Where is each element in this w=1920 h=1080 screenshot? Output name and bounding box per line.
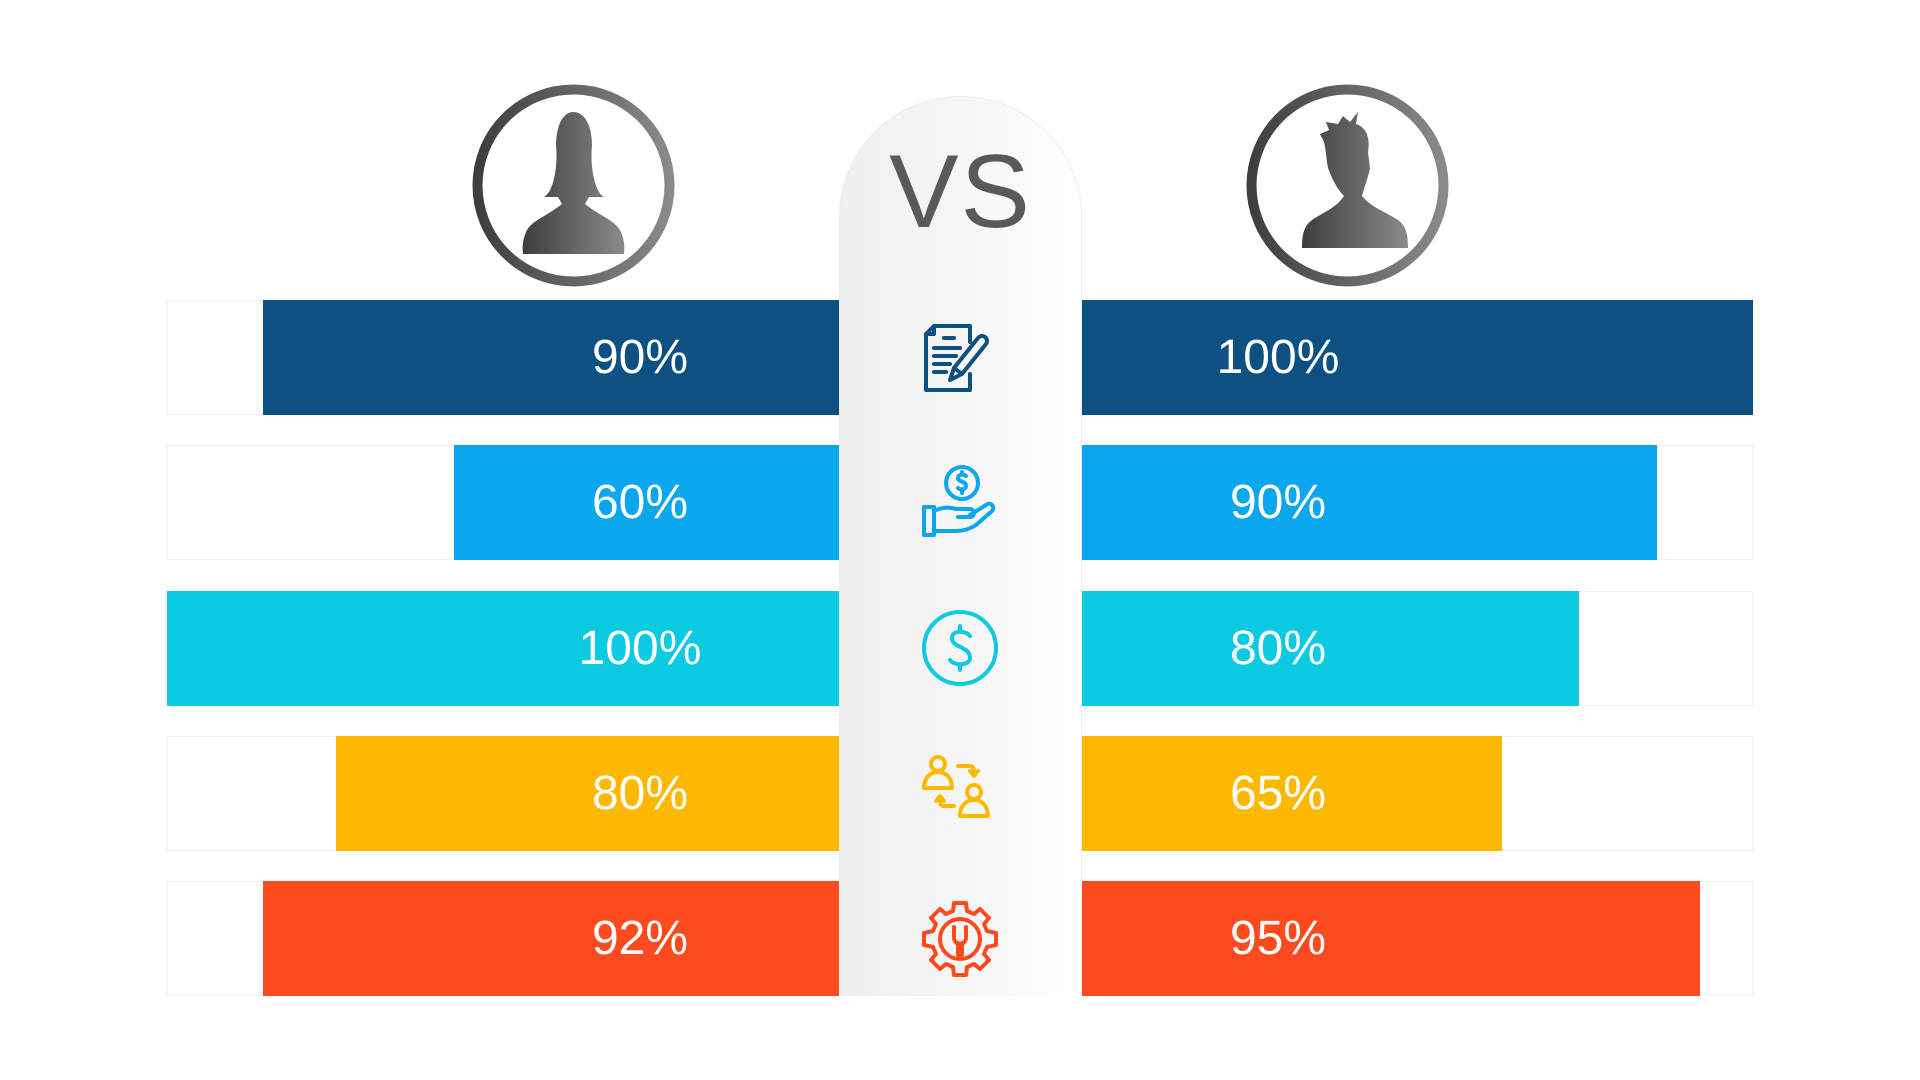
left-bar-row-5 — [263, 881, 839, 996]
female-avatar-icon — [472, 84, 675, 287]
right-value-row-4: 65% — [1229, 767, 1327, 820]
vs-column — [839, 96, 1082, 996]
left-bar-row-4 — [336, 736, 839, 851]
hand-coin-icon — [920, 463, 1000, 543]
right-bar-row-1 — [1082, 300, 1753, 415]
right-value-row-3: 80% — [1229, 622, 1327, 675]
left-value-row-3: 100% — [578, 622, 702, 675]
left-value-row-5: 92% — [591, 912, 689, 965]
vs-label: VS — [889, 134, 1032, 250]
gear-wrench-icon — [920, 899, 1000, 979]
dollar-circle-icon — [920, 608, 1000, 688]
left-bar-row-3 — [167, 591, 839, 706]
right-bar-row-4 — [1082, 736, 1502, 851]
right-bar-row-3 — [1082, 591, 1579, 706]
right-bar-row-5 — [1082, 881, 1700, 996]
left-value-row-4: 80% — [591, 767, 689, 820]
left-value-row-1: 90% — [591, 331, 689, 384]
right-bar-row-2 — [1082, 445, 1657, 560]
right-value-row-1: 100% — [1216, 331, 1340, 384]
people-exchange-icon — [920, 754, 1000, 834]
right-value-row-2: 90% — [1229, 476, 1327, 529]
left-value-row-2: 60% — [591, 476, 689, 529]
male-avatar-icon — [1246, 84, 1449, 287]
right-value-row-5: 95% — [1229, 912, 1327, 965]
document-edit-icon — [920, 318, 1000, 398]
left-bar-row-1 — [263, 300, 839, 415]
left-bar-row-2 — [454, 445, 839, 560]
